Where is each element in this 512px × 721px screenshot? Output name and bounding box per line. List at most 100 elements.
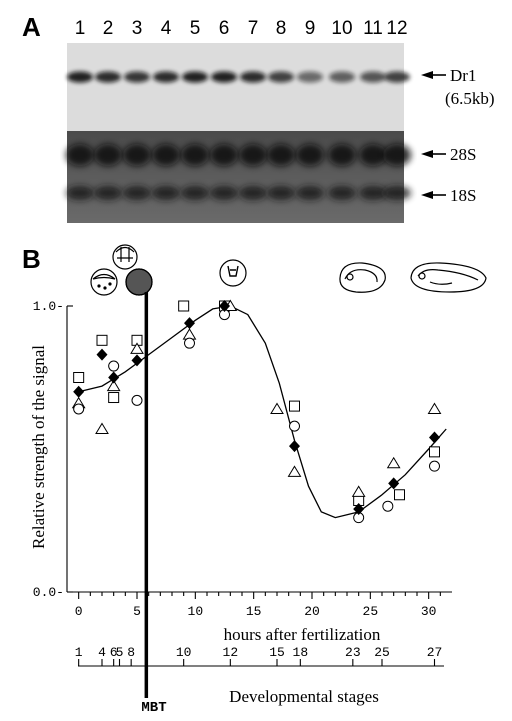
circle-marker xyxy=(131,394,143,406)
triangle-marker xyxy=(270,402,284,414)
28s-label: 28S xyxy=(450,145,476,164)
y-axis-title: Relative strength of the signal xyxy=(29,345,48,549)
x-tick-label: 25 xyxy=(363,604,379,619)
northern-blot-gel xyxy=(67,43,404,138)
square-marker xyxy=(289,400,300,412)
dr1-band xyxy=(153,71,179,83)
lane-labels: 1 2 3 4 5 6 7 8 9 10 11 12 xyxy=(75,18,408,39)
28s-band xyxy=(66,144,94,166)
triangle-marker xyxy=(386,456,401,469)
stage-tick-label: 18 xyxy=(293,645,309,660)
diamond-marker xyxy=(289,440,300,453)
lane-number: 7 xyxy=(248,18,259,39)
lane-number: 2 xyxy=(103,18,114,39)
stage-tick-label: 6 xyxy=(110,645,118,660)
rrna-gel xyxy=(67,131,404,223)
18s-band xyxy=(239,186,267,200)
lane-number: 1 xyxy=(75,18,86,39)
x-tick-label: 0 xyxy=(75,604,83,619)
stage-tick-label: 25 xyxy=(374,645,390,660)
dr1-label: Dr1 xyxy=(450,66,476,85)
diamond-marker xyxy=(108,371,120,384)
stage-tick-label: 27 xyxy=(427,645,443,660)
18s-band xyxy=(296,186,324,200)
lane-number: 11 xyxy=(363,18,383,39)
18s-band xyxy=(66,186,94,200)
28s-band xyxy=(267,144,295,166)
lane-number: 10 xyxy=(331,18,352,39)
circle-marker xyxy=(108,360,120,372)
dr1-band xyxy=(297,71,323,83)
circle-marker xyxy=(429,460,440,472)
triangle-marker xyxy=(427,402,442,414)
stage-tick-label: 10 xyxy=(176,645,192,660)
dr1-band xyxy=(182,71,208,83)
dr1-band xyxy=(384,71,410,83)
28s-band xyxy=(296,144,324,166)
28s-band xyxy=(210,144,238,166)
18s-band xyxy=(359,186,387,200)
dr1-band xyxy=(360,71,386,83)
28s-marker: 28S xyxy=(421,145,476,164)
square-marker xyxy=(429,446,440,458)
18s-band xyxy=(152,186,180,200)
arrow-icon xyxy=(421,71,433,79)
square-marker xyxy=(178,300,190,312)
hatching-embryo-icon xyxy=(410,262,487,293)
diamond-marker xyxy=(73,385,85,398)
dr1-band xyxy=(268,71,294,83)
y-tick-label: 1.0- xyxy=(33,299,64,314)
stage-tick-label: 5 xyxy=(116,645,124,660)
28s-band xyxy=(359,144,387,166)
diamond-marker xyxy=(184,317,195,330)
x-axis-title: hours after fertilization xyxy=(224,625,381,644)
dr1-band xyxy=(67,71,93,83)
dr1-band xyxy=(95,71,121,83)
18s-band xyxy=(267,186,295,200)
arrow-icon xyxy=(421,150,433,158)
x-tick-label: 30 xyxy=(421,604,437,619)
rrna-bands xyxy=(66,144,411,200)
stage-tick-label: 23 xyxy=(345,645,361,660)
stage-tick-label: 8 xyxy=(127,645,135,660)
circle-marker xyxy=(382,500,394,512)
18s-band xyxy=(328,186,356,200)
28s-band xyxy=(181,144,209,166)
dr1-band xyxy=(240,71,266,83)
28s-band xyxy=(239,144,267,166)
stage-tick-label: 4 xyxy=(98,645,106,660)
square-marker xyxy=(73,372,85,383)
triangle-marker xyxy=(106,379,121,392)
lane-number: 3 xyxy=(132,18,143,39)
diamond-marker xyxy=(429,431,440,444)
18s-label: 18S xyxy=(450,186,476,205)
diamond-marker xyxy=(219,300,230,312)
y-tick-label: 0.0- xyxy=(33,585,64,600)
triangle-marker xyxy=(287,465,302,477)
diamond-marker xyxy=(353,503,365,516)
lane-number: 6 xyxy=(219,18,230,39)
dr1-band xyxy=(329,71,355,83)
28s-band xyxy=(94,144,122,166)
embryo-illustrations xyxy=(90,244,487,296)
x-tick-label: 5 xyxy=(133,604,141,619)
diamond-marker xyxy=(131,354,143,367)
stage-axis-title: Developmental stages xyxy=(229,687,379,706)
lane-number: 5 xyxy=(190,18,201,39)
18s-band xyxy=(123,186,151,200)
triangle-marker xyxy=(130,342,144,354)
square-marker xyxy=(394,489,405,501)
dr1-size-label: (6.5kb) xyxy=(445,89,495,108)
lane-number: 8 xyxy=(276,18,287,39)
diamond-marker xyxy=(388,477,400,490)
triangle-marker xyxy=(351,485,366,497)
x-tick-label: 10 xyxy=(188,604,204,619)
28s-band xyxy=(383,144,411,166)
18s-marker: 18S xyxy=(421,186,476,205)
circle-marker xyxy=(289,420,300,432)
triangle-marker xyxy=(95,422,109,434)
panel-label-a: A xyxy=(22,12,41,42)
gastrula-embryo-icon xyxy=(125,268,153,296)
mbt-label: MBT xyxy=(141,700,166,716)
